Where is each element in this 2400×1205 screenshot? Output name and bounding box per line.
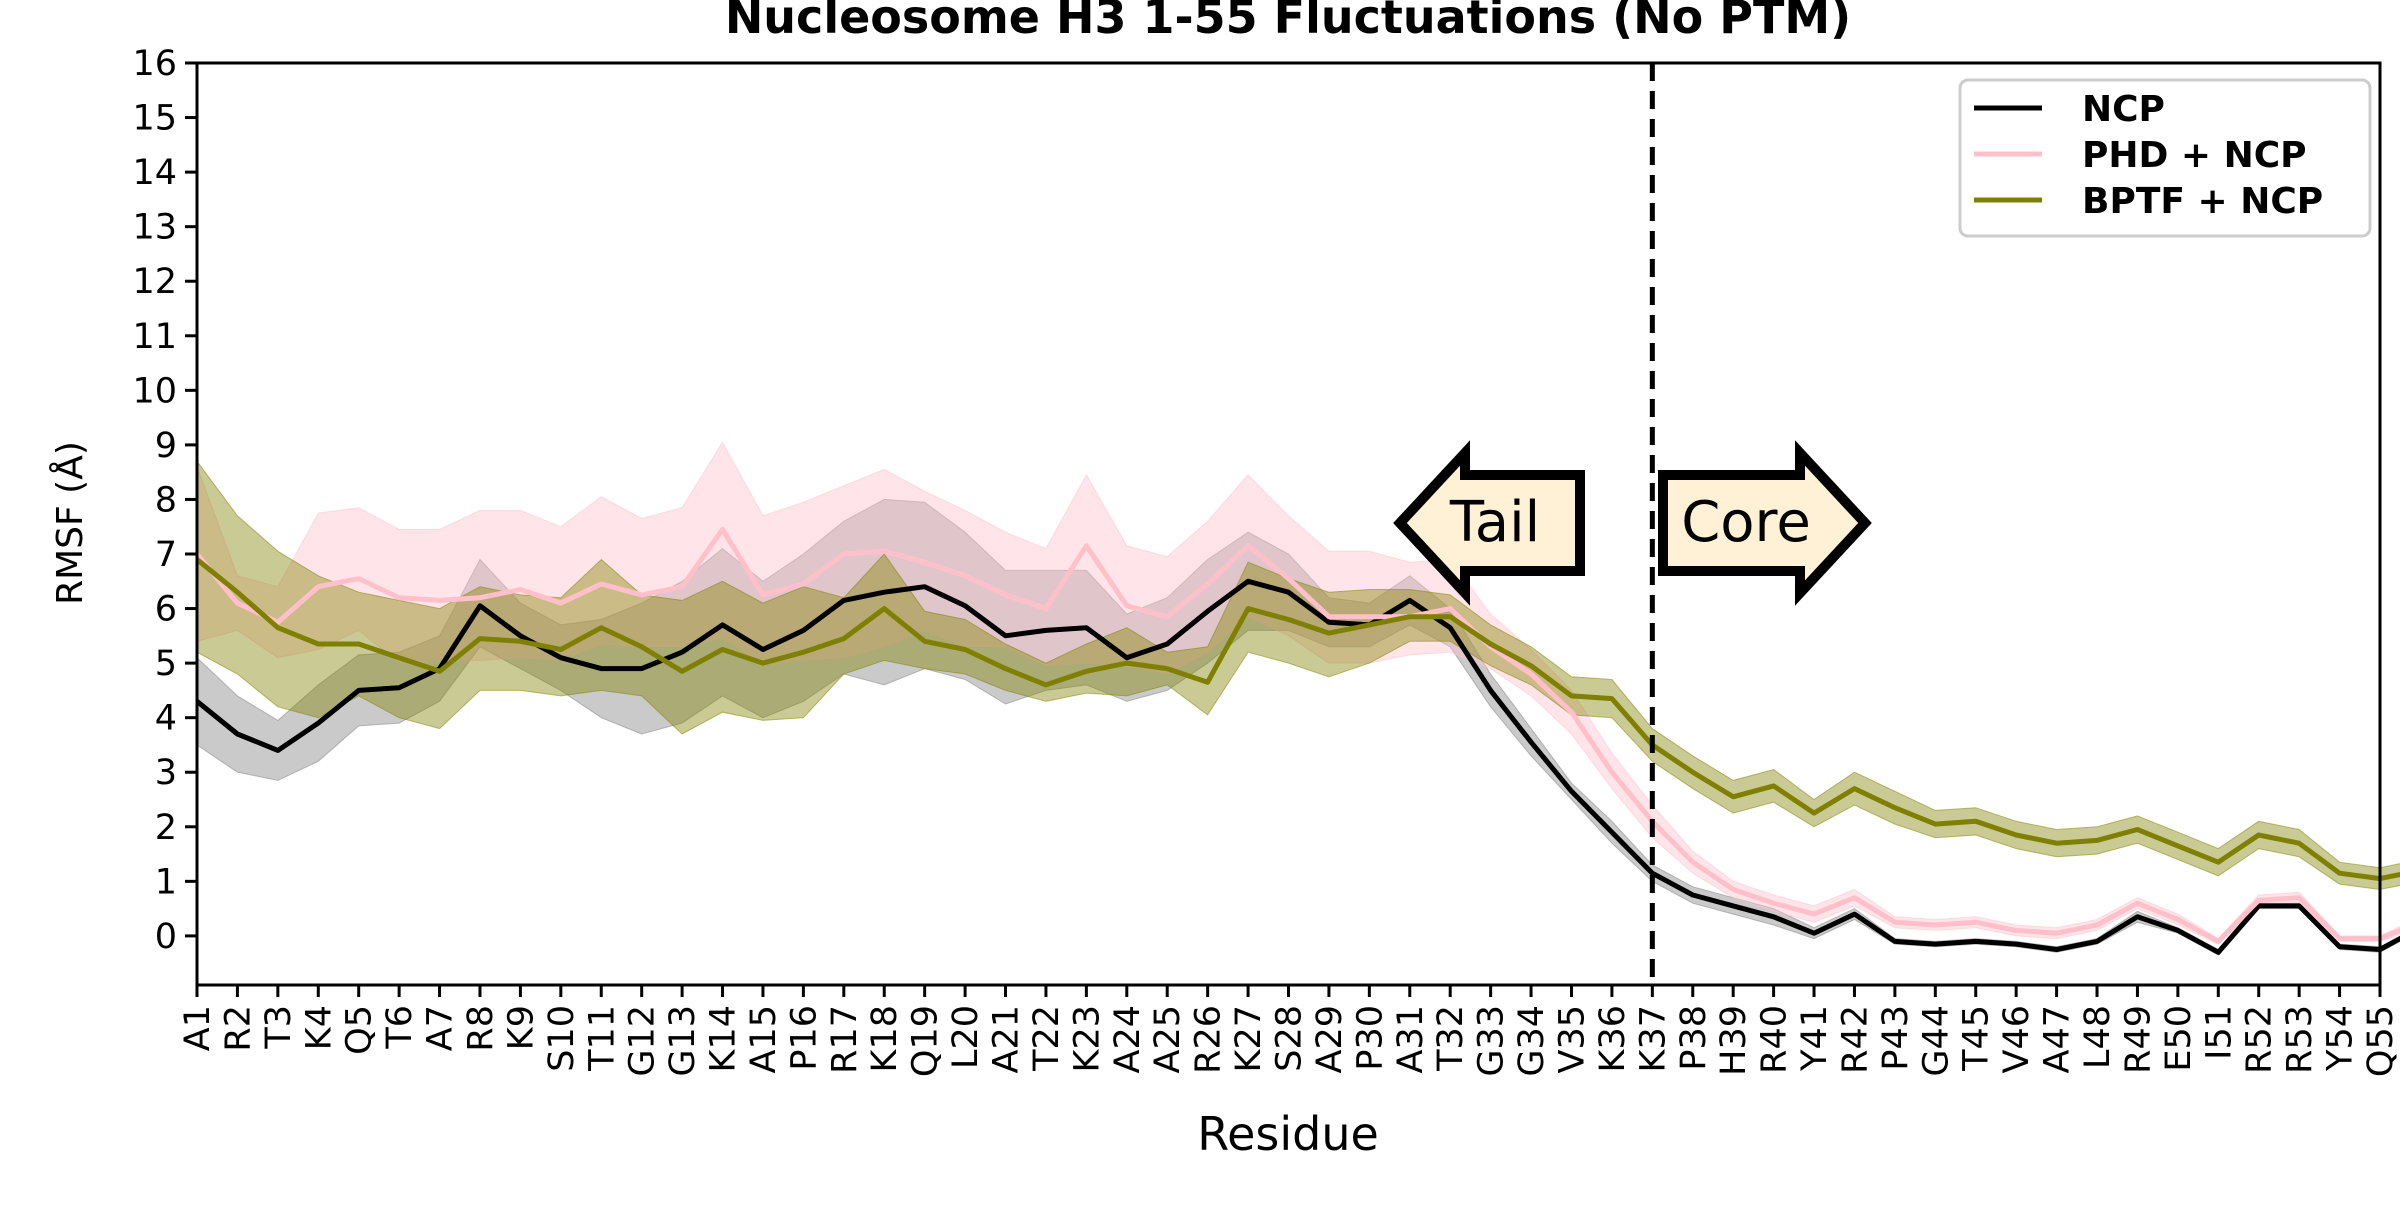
y-tick-label: 3 [155,753,177,793]
x-tick-label: R2 [218,1005,258,1052]
core-arrow-shape [1658,440,1872,606]
x-tick-label: G12 [623,1005,663,1077]
x-tick-label: T3 [259,1005,299,1050]
x-tick-label: A29 [1310,1005,1350,1073]
x-tick-label: T6 [380,1005,420,1050]
x-tick-label: A24 [1108,1005,1148,1073]
x-tick-label: I51 [2199,1005,2239,1060]
y-tick-label: 12 [132,262,177,302]
x-tick-label: R53 [2280,1005,2320,1074]
x-tick-label: S10 [542,1005,582,1072]
tail-annotation: Tail [1449,490,1540,555]
y-tick-label: 4 [155,699,177,739]
x-tick-label: G34 [1512,1005,1552,1077]
legend: NCP PHD + NCP BPTF + NCP [1958,78,2372,238]
x-tick-label: G33 [1472,1005,1512,1077]
y-tick-label: 13 [132,208,177,248]
bptf-ncp-line [195,557,2400,882]
x-tick-label: Y54 [2321,1005,2361,1072]
x-tick-label: Y41 [1795,1005,1835,1072]
y-tick-label: 9 [155,426,177,466]
x-tick-label: P16 [784,1005,824,1071]
x-tick-label: G13 [663,1005,703,1077]
region-arrows: Tail Core [1393,440,1872,606]
x-tick-label: A21 [987,1005,1027,1073]
x-tick-label: P30 [1350,1005,1390,1071]
x-tick-label: T45 [1957,1005,1997,1072]
y-axis-label: RMSF (Å) [48,441,91,605]
y-tick-label: 0 [155,917,177,957]
legend-label: PHD + NCP [2082,135,2307,176]
legend-label: NCP [2082,89,2165,130]
x-tick-label: A1 [178,1005,218,1051]
x-tick-label: K14 [704,1005,744,1073]
x-tick-label: K9 [501,1005,541,1050]
x-tick-label: A31 [1391,1005,1431,1073]
phd-ncp-line [195,527,2400,944]
y-tick-label: 14 [132,153,177,193]
x-tick-label: R40 [1755,1005,1795,1074]
legend-label: BPTF + NCP [2082,181,2323,222]
bptf-ncp-band [196,459,2400,891]
y-tick-label: 6 [155,590,177,630]
x-tick-label: G44 [1916,1005,1956,1077]
x-tick-label: R26 [1189,1005,1229,1074]
x-tick-label: Q19 [906,1005,946,1077]
y-tick-label: 11 [132,317,177,357]
series-lines [195,527,2400,955]
core-annotation: Core [1681,490,1811,555]
x-tick-label: V35 [1553,1005,1593,1073]
x-tick-label: L20 [946,1005,986,1069]
tail-arrow-shape [1393,440,1585,606]
x-tick-label: H39 [1714,1005,1754,1076]
x-tick-label: K4 [299,1005,339,1050]
y-tick-label: 8 [155,480,177,520]
phd-ncp-band [196,441,2400,945]
x-tick-label: T22 [1027,1005,1067,1072]
ncp-band [196,498,2400,956]
x-tick-label: A15 [744,1005,784,1073]
confidence-bands [196,441,2400,956]
x-tick-label: K23 [1067,1005,1107,1073]
chart-title: Nucleosome H3 1-55 Fluctuations (No PTM) [725,0,1851,44]
x-axis-label: Residue [1197,1107,1379,1161]
x-tick-label: R49 [2118,1005,2158,1074]
x-tick-label: K37 [1633,1005,1673,1073]
x-tick-label: E50 [2159,1005,2199,1072]
x-tick-label: Q55 [2361,1005,2400,1077]
x-tick-label: L48 [2078,1005,2118,1069]
x-tick-label: P43 [1876,1005,1916,1071]
y-tick-label: 1 [155,862,177,902]
x-tick-label: S28 [1270,1005,1310,1072]
x-tick-label: R8 [461,1005,501,1052]
x-tick-label: A47 [2038,1005,2078,1073]
x-tick-label: K18 [865,1005,905,1073]
ncp-line [195,578,2400,955]
y-tick-label: 10 [132,371,177,411]
x-tick-label: P38 [1674,1005,1714,1071]
legend-box [1958,78,2372,238]
y-tick-label: 7 [155,535,177,575]
x-tick-label: V46 [1997,1005,2037,1073]
x-tick-label: A7 [421,1005,461,1051]
x-tick-label: T32 [1431,1005,1471,1072]
y-tick-label: 5 [155,644,177,684]
x-tick-label: T11 [582,1005,622,1072]
x-tick-label: R42 [1836,1005,1876,1074]
x-tick-label: Q5 [340,1005,380,1055]
y-tick-label: 16 [132,44,177,84]
y-tick-label: 15 [132,99,177,139]
x-tick-label: R52 [2240,1005,2280,1074]
x-tick-label: K36 [1593,1005,1633,1073]
y-tick-label: 2 [155,808,177,848]
x-tick-label: R17 [825,1005,865,1074]
x-tick-label: A25 [1148,1005,1188,1073]
x-tick-label: K27 [1229,1005,1269,1073]
